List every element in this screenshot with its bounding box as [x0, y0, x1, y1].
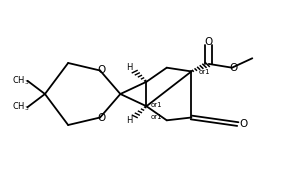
Text: O: O	[240, 119, 248, 129]
Text: CH$_3$: CH$_3$	[12, 75, 29, 87]
Text: O: O	[205, 37, 213, 47]
Text: O: O	[97, 64, 106, 75]
Text: O: O	[97, 113, 106, 124]
Text: H: H	[126, 116, 132, 125]
Text: O: O	[229, 63, 238, 73]
Text: CH$_3$: CH$_3$	[12, 101, 29, 113]
Text: H: H	[126, 63, 132, 72]
Text: or1: or1	[151, 114, 162, 120]
Text: or1: or1	[199, 69, 210, 75]
Text: or1: or1	[151, 102, 162, 108]
